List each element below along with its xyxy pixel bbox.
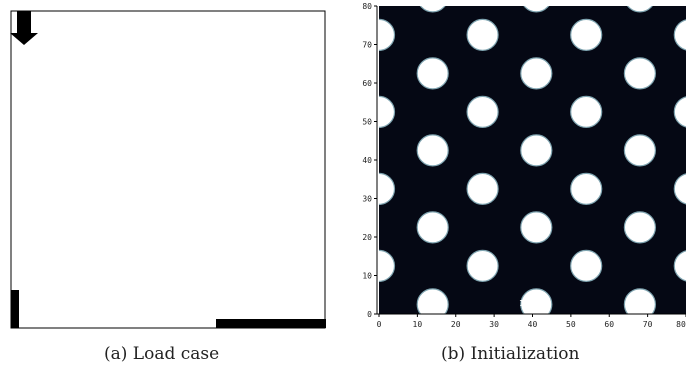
x-tick-label: 0 xyxy=(377,320,382,329)
y-tick-label: 20 xyxy=(362,233,372,242)
hole xyxy=(520,57,553,90)
hole xyxy=(343,212,345,243)
hole xyxy=(570,95,603,129)
initialization-plot: 0 10 20 30 40 50 60 70 80 0 10 20 30 40 50 60 70 80 125 xyxy=(343,0,686,340)
hole xyxy=(416,211,449,244)
y-tick-label: 50 xyxy=(362,118,372,127)
hole xyxy=(570,249,603,282)
hole xyxy=(623,211,656,244)
y-tick-label: 10 xyxy=(362,272,372,281)
hole xyxy=(523,6,550,13)
hole xyxy=(571,327,602,340)
hole xyxy=(364,327,395,340)
hole xyxy=(570,18,603,52)
x-tick-label: 20 xyxy=(451,320,461,329)
hole xyxy=(419,6,446,13)
y-tick-label: 70 xyxy=(362,41,372,50)
hole xyxy=(379,249,396,282)
x-axis-ticks: 0 10 20 30 40 50 60 70 80 xyxy=(377,314,686,329)
hole xyxy=(520,211,553,244)
hole xyxy=(379,95,396,128)
x-tick-label: 10 xyxy=(413,320,423,329)
caption-initialization: (b) Initialization xyxy=(441,344,580,364)
plot-area xyxy=(343,0,686,340)
y-tick-label: 60 xyxy=(362,79,372,88)
hole xyxy=(673,250,686,282)
design-domain-border xyxy=(10,10,326,329)
hole xyxy=(379,18,396,51)
hole xyxy=(343,135,345,166)
hole xyxy=(343,289,345,320)
hole xyxy=(673,19,686,51)
hole xyxy=(623,288,656,314)
left-support xyxy=(11,290,19,328)
bottom-right-support xyxy=(216,319,326,328)
hole xyxy=(466,249,499,282)
x-tick-label: 30 xyxy=(489,320,499,329)
x-tick-label: 40 xyxy=(528,320,538,329)
hole xyxy=(467,327,498,340)
hole xyxy=(623,57,656,90)
y-axis-ticks: 0 10 20 30 40 50 60 70 80 xyxy=(362,2,377,319)
x-tick-label: 70 xyxy=(643,320,653,329)
load-case-diagram xyxy=(10,10,326,329)
y-tick-label: 0 xyxy=(367,310,372,319)
y-tick-label: 30 xyxy=(362,195,372,204)
hole xyxy=(623,134,656,167)
y-tick-label: 80 xyxy=(362,2,372,11)
hole xyxy=(673,96,686,128)
hole xyxy=(466,95,499,129)
y-tick-label: 40 xyxy=(362,156,372,165)
x-tick-label: 60 xyxy=(604,320,614,329)
holes-layer xyxy=(343,0,686,340)
hole xyxy=(673,173,686,205)
hole xyxy=(466,18,499,52)
caption-load-case: (a) Load case xyxy=(104,344,220,364)
hole xyxy=(520,288,553,314)
hole xyxy=(626,6,653,13)
hole xyxy=(520,134,553,167)
contour-annotation: 125 xyxy=(519,299,534,308)
hole xyxy=(343,58,345,89)
hole xyxy=(416,134,449,167)
hole xyxy=(416,57,449,90)
panel-initialization: 0 10 20 30 40 50 60 70 80 0 10 20 30 40 50 60 70 80 125 … xyxy=(343,0,686,373)
hole xyxy=(416,288,449,314)
load-arrow-icon xyxy=(10,11,38,45)
hole xyxy=(674,327,686,340)
panel-load-case: (a) Load case xyxy=(10,10,326,364)
hole xyxy=(570,172,603,205)
x-tick-label: 50 xyxy=(566,320,576,329)
hole xyxy=(379,172,396,205)
hole xyxy=(343,0,345,12)
x-tick-label: 80 xyxy=(676,320,686,329)
hole xyxy=(466,172,499,205)
